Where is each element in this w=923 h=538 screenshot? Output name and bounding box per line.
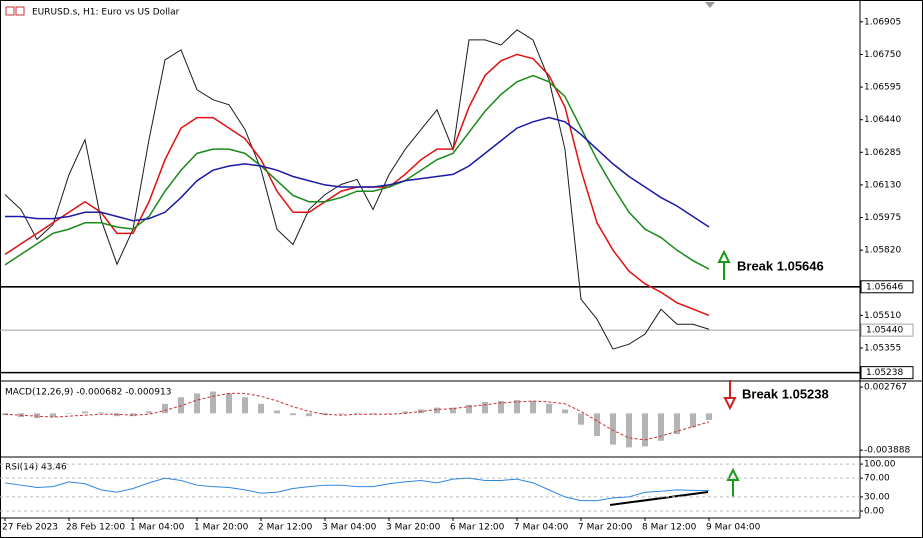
histogram-bar [50, 413, 56, 418]
level-label-box [860, 366, 914, 380]
y-tick-label: 1.05355 [864, 344, 901, 354]
x-tick-label: 2 Mar 12:00 [258, 523, 313, 533]
histogram-bar [498, 401, 504, 414]
y-tick-label: 100.00 [864, 460, 896, 470]
histogram-bar [450, 407, 456, 414]
x-tick-label: 6 Mar 12:00 [450, 523, 505, 533]
histogram-bar [706, 413, 712, 420]
y-tick-label: 1.06750 [864, 50, 901, 60]
histogram-bar [82, 411, 88, 414]
y-tick-label: -0.003888 [864, 446, 910, 456]
histogram-bar [146, 411, 152, 414]
x-tick-label: 28 Feb 12:00 [66, 523, 125, 533]
histogram-bar [210, 391, 216, 414]
up-arrow [717, 249, 731, 280]
histogram-bar [258, 403, 264, 414]
series-line [4, 74, 710, 270]
histogram-bar [610, 413, 616, 445]
level-label-box [860, 323, 914, 337]
y-tick-label: 1.06440 [864, 115, 901, 125]
y-tick-label: 0.002767 [864, 383, 907, 393]
panel-title: RSI(14) 43.46 [5, 463, 67, 473]
histogram-bar [130, 413, 136, 417]
down-arrow [723, 380, 737, 411]
x-tick-label: 7 Mar 20:00 [578, 523, 633, 533]
histogram-bar [274, 410, 280, 414]
histogram-bar [402, 411, 408, 414]
histogram-bar [242, 397, 248, 414]
x-tick-label: 7 Mar 04:00 [514, 523, 569, 533]
histogram-bar [66, 413, 72, 414]
level-label: 1.05238 [866, 368, 903, 378]
x-tick-label: 8 Mar 12:00 [642, 523, 697, 533]
histogram-bar [594, 413, 600, 437]
annotation: Break 1.05238 [742, 386, 829, 401]
panel-title: MACD(12,26,9) -0.000682 -0.000913 [5, 388, 171, 398]
histogram-bar [306, 413, 312, 417]
histogram-bar [98, 412, 104, 414]
histogram-bar [226, 393, 232, 414]
histogram-bar [674, 413, 680, 435]
histogram-bar [546, 403, 552, 414]
histogram-bar [562, 409, 568, 414]
histogram-bar [626, 413, 632, 448]
histogram-bar [290, 413, 296, 416]
series-line [4, 29, 710, 350]
x-tick-label: 1 Mar 04:00 [130, 523, 185, 533]
y-tick-label: 1.06130 [864, 180, 901, 190]
y-tick-label: 30.00 [864, 492, 890, 502]
y-tick-label: 1.05975 [864, 213, 901, 223]
histogram-bar [514, 400, 520, 414]
y-tick-label: 1.06595 [864, 83, 901, 93]
up-arrow [726, 467, 740, 497]
level-label-box [860, 280, 914, 294]
y-tick-label: 1.05510 [864, 311, 901, 321]
x-tick-label: 3 Mar 04:00 [322, 523, 377, 533]
annotation: Break 1.05646 [737, 258, 824, 273]
histogram-bar [162, 403, 168, 414]
y-tick-label: 1.06905 [864, 17, 901, 27]
y-tick-label: 1.06285 [864, 148, 901, 158]
x-tick-label: 3 Mar 20:00 [386, 523, 441, 533]
toolbar-icon [15, 6, 25, 16]
histogram-bar [578, 413, 584, 425]
histogram-bar [434, 407, 440, 414]
trend-line [609, 491, 709, 506]
histogram-bar [354, 413, 360, 414]
histogram-bar [530, 401, 536, 414]
histogram-bar [690, 413, 696, 428]
histogram-bar [642, 413, 648, 447]
signal-line [4, 392, 710, 441]
histogram-bar [386, 413, 392, 414]
histogram-bar [658, 413, 664, 441]
series-line [4, 477, 710, 502]
x-tick-label: 9 Mar 04:00 [706, 523, 761, 533]
shift-marker [705, 2, 715, 8]
histogram-bar [370, 413, 376, 415]
chart-title: EURUSD.s, H1: Euro vs US Dollar [32, 8, 180, 18]
toolbar-icon [5, 6, 15, 16]
histogram-bar [482, 401, 488, 414]
y-tick-label: 1.05820 [864, 246, 901, 256]
histogram-bar [466, 404, 472, 414]
y-tick-label: 0.00 [864, 506, 884, 516]
x-tick-label: 1 Mar 20:00 [194, 523, 249, 533]
histogram-bar [338, 413, 344, 415]
x-tick-label: 27 Feb 2023 [2, 523, 58, 533]
level-label: 1.05440 [866, 326, 903, 336]
histogram-bar [194, 393, 200, 414]
y-tick-label: 70.00 [864, 474, 890, 484]
level-label: 1.05646 [866, 282, 903, 292]
series-line [5, 116, 710, 228]
